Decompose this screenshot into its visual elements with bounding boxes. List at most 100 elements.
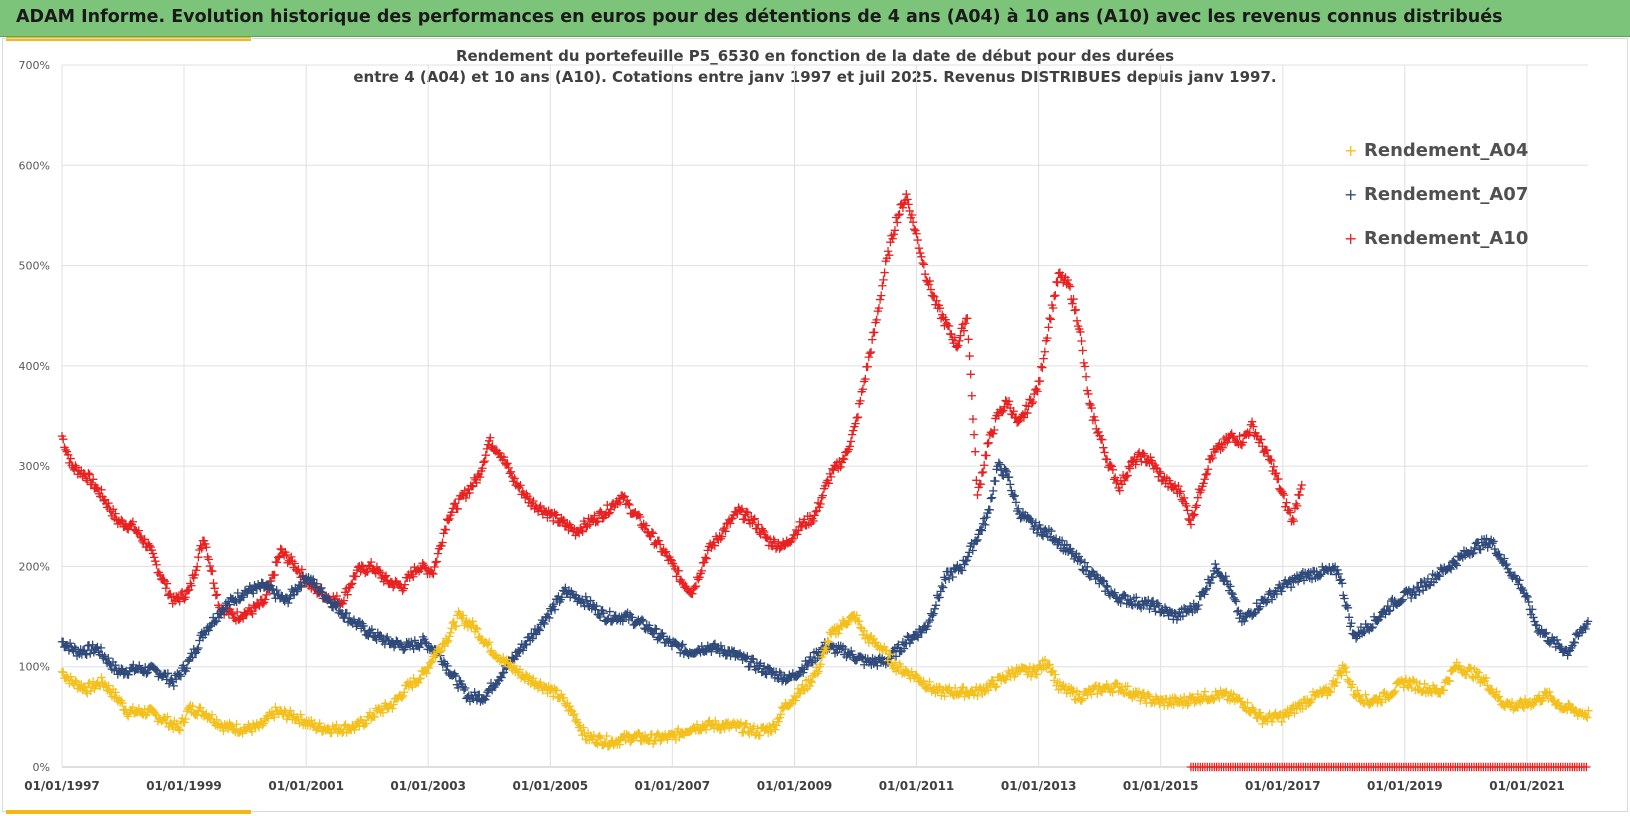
point-rendement-a10	[1156, 469, 1165, 478]
point-rendement-a07	[982, 513, 991, 522]
point-rendement-a07	[709, 640, 718, 649]
point-rendement-a10	[1085, 399, 1094, 408]
point-rendement-a04	[1243, 698, 1252, 707]
point-rendement-a07	[1254, 604, 1264, 613]
point-rendement-a10	[966, 370, 975, 379]
point-rendement-a10	[655, 540, 665, 549]
point-rendement-a04	[1397, 676, 1406, 685]
point-rendement-a10	[1079, 358, 1089, 368]
point-rendement-a04	[852, 611, 861, 620]
point-rendement-a07	[1255, 602, 1265, 611]
point-rendement-a07	[973, 535, 982, 545]
point-rendement-a10	[525, 494, 535, 504]
point-rendement-a10	[864, 352, 873, 362]
point-rendement-a10	[161, 584, 171, 593]
point-rendement-a10	[1288, 514, 1297, 524]
point-rendement-a10	[451, 499, 460, 508]
point-rendement-a07	[540, 619, 549, 629]
point-rendement-a10	[1203, 465, 1213, 474]
point-rendement-a10	[593, 517, 603, 526]
point-rendement-a07	[194, 643, 203, 653]
point-rendement-a04	[596, 734, 606, 743]
point-rendement-a10	[272, 558, 282, 567]
point-rendement-a07	[917, 628, 926, 637]
point-rendement-a07	[870, 655, 880, 664]
legend-item-a10: + Rendement_A10	[1344, 228, 1528, 249]
point-rendement-a10	[910, 224, 919, 234]
point-rendement-a04	[118, 698, 127, 708]
point-rendement-a10	[811, 507, 820, 516]
point-rendement-a04	[1450, 662, 1459, 672]
point-rendement-a10	[1238, 438, 1248, 447]
point-rendement-a07	[776, 669, 786, 679]
point-rendement-a10	[1077, 336, 1086, 346]
point-rendement-a07	[367, 625, 377, 634]
point-rendement-a04	[565, 701, 574, 711]
point-rendement-a07	[894, 640, 903, 649]
point-rendement-a04	[1342, 667, 1351, 677]
point-rendement-a07	[1502, 559, 1511, 569]
point-rendement-a04	[823, 636, 832, 646]
point-rendement-a04	[66, 672, 75, 681]
point-rendement-a07	[644, 621, 654, 630]
point-rendement-a10	[276, 544, 285, 554]
point-rendement-a04	[123, 712, 133, 721]
point-rendement-a07	[1451, 559, 1460, 569]
point-rendement-a10	[1175, 489, 1184, 498]
point-rendement-a07	[1337, 579, 1347, 588]
point-rendement-a07	[1373, 616, 1382, 626]
point-rendement-a04	[755, 731, 765, 740]
point-rendement-a07	[192, 645, 202, 654]
point-rendement-a07	[1132, 593, 1141, 602]
point-rendement-a07	[200, 630, 210, 639]
point-rendement-a10	[212, 590, 222, 599]
point-rendement-a04	[919, 676, 928, 686]
point-rendement-a10	[418, 558, 427, 568]
point-rendement-a04	[180, 718, 189, 727]
point-rendement-a04	[1144, 690, 1153, 699]
point-rendement-a07	[1397, 596, 1406, 606]
point-rendement-a10	[1297, 480, 1306, 490]
point-rendement-a07	[1452, 561, 1462, 570]
point-rendement-a10	[117, 515, 126, 525]
point-rendement-a04	[316, 722, 326, 731]
point-rendement-a10	[192, 562, 202, 571]
point-rendement-a04	[1492, 687, 1501, 696]
point-rendement-a07	[1001, 466, 1010, 475]
point-rendement-a04	[569, 711, 578, 720]
point-rendement-a10	[1023, 408, 1032, 418]
point-rendement-a10	[1286, 508, 1295, 517]
point-rendement-a10	[858, 385, 868, 394]
point-rendement-a10	[1064, 280, 1074, 290]
point-rendement-a10	[1291, 499, 1301, 509]
point-rendement-a10	[1278, 489, 1288, 498]
point-rendement-a04	[414, 678, 423, 688]
point-rendement-a04	[1169, 700, 1178, 710]
point-rendement-a10	[348, 579, 357, 588]
point-rendement-a10	[1182, 501, 1191, 511]
point-rendement-a10	[635, 512, 645, 522]
point-rendement-a07	[283, 598, 293, 608]
point-rendement-a04	[369, 712, 378, 721]
point-rendement-a10	[211, 591, 221, 600]
point-rendement-a07	[977, 526, 987, 535]
point-rendement-a04	[1462, 670, 1471, 680]
point-rendement-a07	[986, 494, 996, 503]
chart-title-line-1: Rendement du portefeuille P5_6530 en fon…	[455, 47, 1175, 65]
point-rendement-a04	[141, 711, 151, 720]
point-rendement-a07	[1500, 554, 1509, 563]
y-tick-label: 700%	[19, 59, 50, 72]
point-rendement-a07	[297, 582, 306, 592]
point-rendement-a10	[1097, 435, 1107, 444]
point-rendement-a10	[238, 614, 248, 623]
point-rendement-a10	[1094, 427, 1103, 437]
point-rendement-a10	[258, 599, 268, 609]
point-rendement-a10	[155, 570, 165, 580]
point-rendement-a04	[890, 658, 900, 667]
point-rendement-a04	[736, 718, 746, 727]
point-rendement-a07	[745, 662, 754, 671]
point-rendement-a07	[574, 594, 583, 603]
point-rendement-a07	[761, 669, 770, 678]
point-rendement-a10	[661, 547, 671, 556]
point-rendement-a04	[528, 674, 538, 683]
